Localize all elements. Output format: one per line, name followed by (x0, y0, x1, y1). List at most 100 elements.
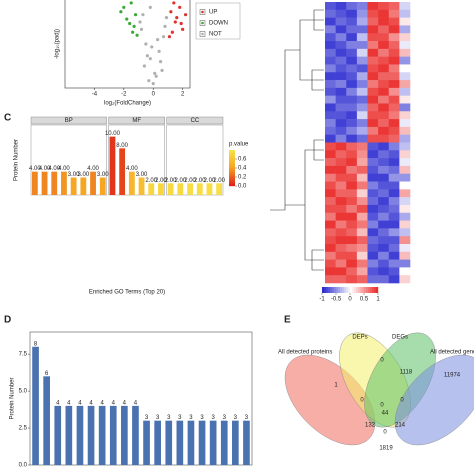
value-label: 4 (78, 400, 82, 406)
value-label: 4 (100, 400, 104, 406)
colorbar-step (348, 287, 351, 293)
colorbar-step (346, 287, 349, 293)
heatmap-cell (346, 119, 358, 128)
colorbar-step (229, 178, 235, 181)
colorbar-step (229, 162, 235, 165)
heatmap-cell (399, 134, 411, 143)
legend-marker (201, 32, 204, 36)
heatmap-cell (346, 212, 358, 221)
bar (51, 171, 58, 195)
heatmap-cell (388, 25, 400, 34)
heatmap-cell (367, 56, 379, 65)
heatmap-cell (346, 220, 358, 229)
point (153, 71, 157, 75)
heatmap-cell (378, 236, 390, 245)
heatmap-cell (356, 48, 368, 57)
heatmap-cell (346, 103, 358, 112)
point (172, 1, 176, 5)
heatmap-cell (378, 64, 390, 73)
heatmap-cell (335, 204, 347, 214)
x-axis-label: log₂(FoldChange) (104, 101, 151, 107)
colorbar-step (364, 287, 367, 293)
heatmap-cell (399, 189, 411, 198)
value-label: 4.00 (48, 166, 60, 172)
colorbar-step (356, 287, 359, 293)
heatmap-cell (335, 48, 347, 57)
point (144, 42, 148, 46)
bar (167, 183, 174, 195)
heatmap-cell (325, 126, 336, 135)
heatmap-cell (356, 17, 368, 26)
panel-letter: D (4, 315, 11, 326)
bar (80, 177, 87, 195)
heatmap-cell (378, 228, 390, 237)
heatmap-cell (325, 72, 336, 81)
heatmap-cell (325, 236, 336, 245)
y-axis-label: -log₁₀(padj) (55, 29, 61, 59)
point (158, 60, 163, 64)
colorbar-step (326, 287, 329, 293)
heatmap-cell (378, 119, 390, 128)
heatmap-cell (346, 197, 358, 206)
value-label: 3 (178, 415, 182, 421)
colorbar-step (344, 287, 347, 293)
heatmap-cell (356, 41, 368, 50)
colorbar-step (229, 156, 235, 159)
value-label: 4.00 (29, 166, 41, 172)
y-axis-label: Protein Number (14, 139, 20, 181)
colorbar-step (229, 164, 235, 167)
heatmap-cell (335, 72, 347, 81)
venn-count: 1 (334, 383, 338, 389)
heatmap-cell (367, 228, 379, 237)
heatmap-cell (388, 56, 400, 65)
heatmap-cell (388, 204, 400, 214)
value-label: 2.00 (155, 178, 167, 184)
heatmap-cell (388, 80, 400, 89)
value-label: 4.00 (39, 166, 51, 172)
y-tick-label: 7.5 (19, 352, 28, 358)
value-label: 2.00 (145, 178, 157, 184)
heatmap-cell (356, 142, 368, 151)
heatmap-cell (399, 72, 411, 81)
heatmap-cell (378, 103, 390, 112)
bar (216, 183, 223, 195)
heatmap-cell (325, 189, 336, 198)
colorbar-step (229, 168, 235, 171)
set-label: All detected genes (430, 350, 474, 356)
bar (198, 420, 206, 465)
heatmap-cell (378, 33, 390, 42)
value-label: 4.00 (87, 166, 99, 172)
colorbar-step (362, 287, 365, 293)
colorbar-label: 0 (348, 297, 352, 303)
heatmap-cell (378, 267, 390, 276)
heatmap-cell (378, 17, 390, 26)
heatmap-cell (388, 41, 400, 50)
heatmap-cell (346, 259, 358, 268)
heatmap-cell (335, 111, 347, 120)
heatmap-cell (346, 228, 358, 237)
heatmap-cell (388, 181, 400, 190)
point (161, 35, 166, 39)
heatmap-cell (325, 9, 336, 18)
point (150, 45, 154, 49)
heatmap-cell (346, 25, 358, 34)
heatmap-cell (335, 236, 347, 245)
point (160, 68, 164, 72)
heatmap-cell (356, 173, 368, 182)
heatmap-cell (367, 204, 379, 214)
colorbar-step (229, 172, 235, 175)
heatmap-cell (388, 72, 400, 81)
colorbar-step (360, 287, 363, 293)
colorbar-step (334, 287, 337, 293)
colorbar-step (366, 287, 369, 293)
bar (128, 171, 135, 195)
venn-count: 44 (382, 411, 389, 417)
heatmap-cell (388, 189, 400, 198)
heatmap-cell (346, 48, 358, 57)
y-tick-label: 5.0 (19, 389, 28, 395)
heatmap-cell (335, 181, 347, 190)
heatmap-cell (325, 251, 336, 260)
bar (76, 405, 84, 465)
colorbar-step (370, 287, 373, 293)
bar (143, 420, 150, 465)
